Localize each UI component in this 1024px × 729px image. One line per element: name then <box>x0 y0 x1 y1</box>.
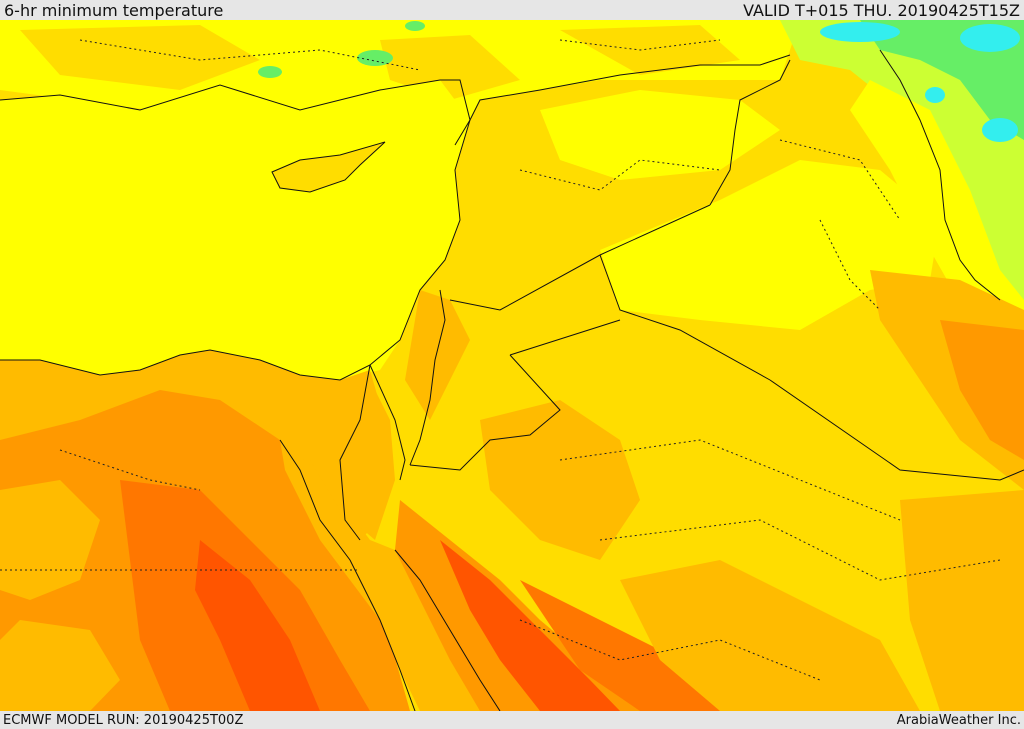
ne-cyan-patch-1 <box>960 24 1020 52</box>
temperature-map[interactable] <box>0 20 1024 711</box>
iran-orange <box>940 320 1024 460</box>
red-sea <box>280 440 480 711</box>
syria-jordan-border <box>449 204 711 311</box>
egypt-amber-patch-2 <box>0 620 120 711</box>
syria-iraq-border <box>709 59 791 206</box>
model-run-label: ECMWF MODEL RUN: 20190425T00Z <box>3 712 244 728</box>
valid-time: VALID T+015 THU. 20190425T15Z <box>743 0 1020 20</box>
gulf-suez <box>339 364 371 541</box>
cyprus <box>271 141 386 193</box>
turkey-patch-1 <box>20 25 260 90</box>
green-patch-2 <box>258 66 282 78</box>
country-borders <box>0 49 1024 711</box>
map-title: 6-hr minimum temperature <box>4 0 224 20</box>
green-patch-3 <box>405 21 425 31</box>
ne-cyan-patch-2 <box>820 22 900 42</box>
jordan-saudi-border <box>409 319 621 471</box>
hijaz-red <box>440 540 620 711</box>
egypt-red-zone <box>195 540 320 711</box>
syria-yellow-zone <box>540 90 780 180</box>
med-coastline <box>0 79 471 381</box>
turkey-patch-3 <box>560 25 740 75</box>
nafud-amber <box>480 400 640 560</box>
hijaz-orange <box>395 500 660 711</box>
central-amber <box>620 560 920 711</box>
red-sea-west-coast <box>279 439 416 711</box>
israel-egypt-border <box>369 364 406 481</box>
syria-turkey-border <box>454 54 791 146</box>
mediterranean-sea <box>0 80 470 380</box>
footer-bar: ECMWF MODEL RUN: 20190425T00Z ArabiaWeat… <box>0 711 1024 729</box>
green-patch-1 <box>357 50 393 66</box>
map-canvas <box>0 20 1024 711</box>
province-borders <box>0 39 1001 681</box>
iran-amber <box>870 270 1024 490</box>
ne-cyan-patch-4 <box>925 87 945 103</box>
red-sea-east-coast <box>394 549 501 711</box>
sinai-amber <box>300 380 395 540</box>
iraq-iran-border <box>879 49 1001 301</box>
east-amber <box>900 490 1024 711</box>
iraq-yellow-zone <box>600 160 940 330</box>
ne-cyan-patch-3 <box>982 118 1018 142</box>
iraq-saudi-border <box>599 254 1024 481</box>
ne-yellow-zone <box>850 80 1024 340</box>
provider-label: ArabiaWeather Inc. <box>896 712 1021 728</box>
header-bar: 6-hr minimum temperature VALID T+015 THU… <box>0 0 1024 20</box>
egypt-north-band <box>0 350 390 540</box>
jordan-river <box>409 289 446 466</box>
levant-amber <box>405 290 470 420</box>
